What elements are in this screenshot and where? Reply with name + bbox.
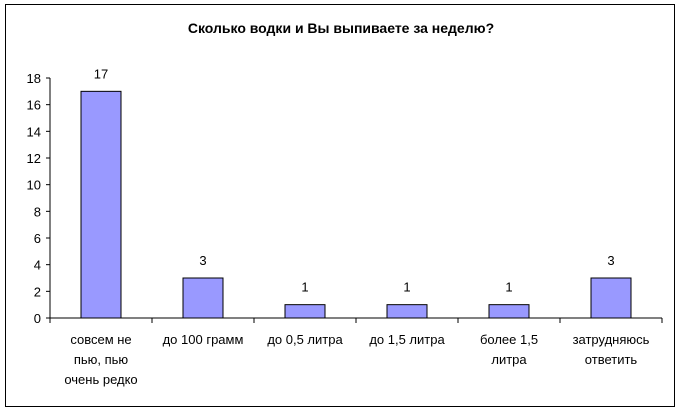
data-label: 3 bbox=[199, 253, 206, 268]
data-label: 17 bbox=[94, 66, 108, 81]
bars bbox=[80, 90, 632, 319]
y-tick-label: 14 bbox=[27, 124, 41, 139]
category-label: до 100 грамм bbox=[163, 332, 244, 347]
data-label: 1 bbox=[301, 280, 308, 295]
data-label: 1 bbox=[505, 280, 512, 295]
category-label: пью, пью bbox=[74, 352, 129, 367]
chart-title: Сколько водки и Вы выпиваете за неделю? bbox=[188, 20, 494, 36]
y-tick-label: 0 bbox=[34, 311, 41, 326]
category-label: очень редко bbox=[64, 372, 137, 387]
bar bbox=[80, 90, 122, 319]
axes: 0 2 4 6 8 10 12 14 16 18 bbox=[27, 71, 663, 326]
y-tick-label: 18 bbox=[27, 71, 41, 86]
data-labels: 17 3 1 1 1 3 bbox=[94, 66, 615, 294]
category-label: затрудняюсь bbox=[573, 332, 650, 347]
y-tick-label: 8 bbox=[34, 204, 41, 219]
category-label: совсем не bbox=[70, 332, 131, 347]
category-label: до 1,5 литра bbox=[369, 332, 445, 347]
category-label: более 1,5 bbox=[480, 332, 538, 347]
bar bbox=[284, 304, 326, 319]
data-label: 1 bbox=[403, 280, 410, 295]
y-tick-label: 16 bbox=[27, 98, 41, 113]
y-tick-label: 10 bbox=[27, 178, 41, 193]
category-label: литра bbox=[491, 352, 527, 367]
bar bbox=[386, 304, 428, 319]
y-tick-label: 4 bbox=[34, 258, 41, 273]
bar bbox=[488, 304, 530, 319]
y-tick-label: 12 bbox=[27, 151, 41, 166]
category-labels: совсем не пью, пью очень редко до 100 грамм… bbox=[64, 332, 649, 387]
category-label: до 0,5 литра bbox=[267, 332, 343, 347]
bar bbox=[590, 277, 632, 319]
bar bbox=[182, 277, 224, 319]
category-label: ответить bbox=[585, 352, 638, 367]
data-label: 3 bbox=[607, 253, 614, 268]
y-tick-label: 2 bbox=[34, 284, 41, 299]
y-tick-label: 6 bbox=[34, 231, 41, 246]
